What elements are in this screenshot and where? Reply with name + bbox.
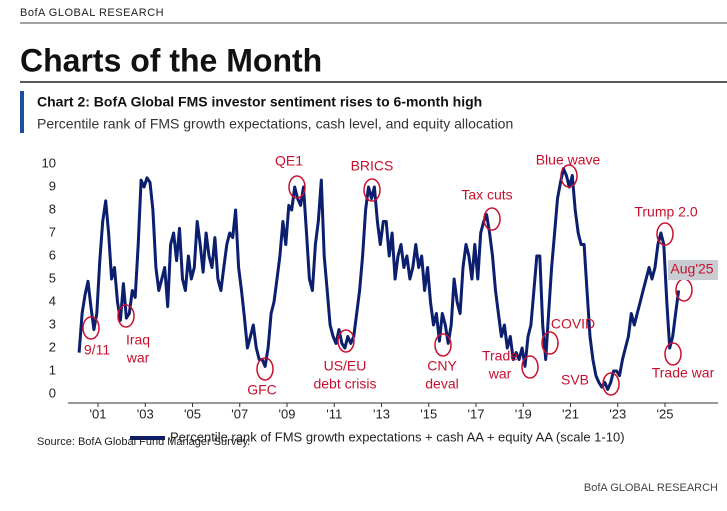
x-tick-label: '05 — [184, 406, 201, 421]
y-tick-label: 4 — [49, 293, 56, 308]
annotation-label: Trade war — [652, 365, 715, 381]
annotation-circle — [483, 207, 501, 231]
annotation-label: QE1 — [275, 153, 303, 169]
x-tick-label: '11 — [326, 406, 342, 421]
x-tick-label: '13 — [373, 406, 390, 421]
annotation-label: war — [126, 350, 150, 366]
annotation-circle — [288, 175, 306, 199]
annotation-circle — [363, 178, 381, 202]
series-line — [77, 167, 681, 391]
chart-subtitle: Percentile rank of FMS growth expectatio… — [37, 116, 513, 132]
x-tick-label: '01 — [90, 406, 107, 421]
y-tick-label: 10 — [42, 155, 56, 170]
annotation-label: SVB — [561, 372, 589, 388]
y-tick-label: 8 — [49, 201, 56, 216]
annotation-circle — [560, 164, 578, 188]
annotation-circle — [256, 357, 274, 381]
y-tick-label: 1 — [49, 362, 56, 377]
y-tick-label: 0 — [49, 385, 56, 400]
accent-bar — [20, 91, 24, 133]
x-tick-label: '09 — [279, 406, 296, 421]
annotation-label: Tax cuts — [461, 187, 512, 203]
annotation-circle — [541, 331, 559, 355]
x-tick-label: '07 — [231, 406, 248, 421]
y-tick-label: 2 — [49, 339, 56, 354]
y-tick-label: 5 — [49, 270, 56, 285]
annotation-circle — [664, 342, 682, 366]
x-tick-label: '15 — [420, 406, 437, 421]
annotation-label: COVID — [551, 316, 595, 332]
annotation-label: 9/11 — [84, 342, 110, 358]
page-title: Charts of the Month — [20, 42, 322, 78]
x-tick-label: '17 — [468, 406, 485, 421]
legend-label: Percentile rank of FMS growth expectatio… — [170, 429, 625, 444]
annotation-circle — [117, 304, 135, 328]
annotation-circle — [337, 329, 355, 353]
x-tick-label: '03 — [137, 406, 154, 421]
x-tick-label: '21 — [562, 406, 579, 421]
annotation-label: CNY — [427, 358, 457, 374]
annotation-circle — [656, 222, 674, 246]
source: Source: BofA Global Fund Manager Survey. — [37, 436, 250, 448]
annotation-circle — [602, 372, 620, 396]
annotation-box — [668, 260, 718, 280]
annotation-label: Trade — [482, 348, 518, 364]
annotation-circle — [82, 316, 100, 340]
annotation-label: Blue wave — [536, 152, 601, 168]
annotation-label: Trump 2.0 — [634, 204, 697, 220]
annotation-circle — [434, 333, 452, 357]
annotation-label: GFC — [247, 382, 277, 398]
annotation-circle — [521, 355, 539, 379]
y-tick-label: 3 — [49, 316, 56, 331]
y-tick-label: 6 — [49, 247, 56, 262]
x-tick-label: '19 — [515, 406, 532, 421]
annotation-label: Aug'25 — [670, 261, 713, 277]
annotation-label: deval — [425, 376, 458, 392]
annotation-label: US/EU — [324, 358, 367, 374]
y-tick-label: 9 — [49, 178, 56, 193]
footer: BofA GLOBAL RESEARCH — [584, 482, 718, 494]
annotation-circle — [675, 278, 693, 302]
annotation-label: Iraq — [126, 332, 150, 348]
annotation-label: BRICS — [351, 158, 394, 174]
y-tick-label: 7 — [49, 224, 56, 239]
annotation-label: war — [488, 366, 512, 382]
x-tick-label: '23 — [609, 406, 626, 421]
annotation-label: debt crisis — [313, 376, 376, 392]
x-tick-label: '25 — [657, 406, 674, 421]
chart-title: Chart 2: BofA Global FMS investor sentim… — [37, 94, 482, 110]
brand: BofA GLOBAL RESEARCH — [20, 7, 164, 19]
